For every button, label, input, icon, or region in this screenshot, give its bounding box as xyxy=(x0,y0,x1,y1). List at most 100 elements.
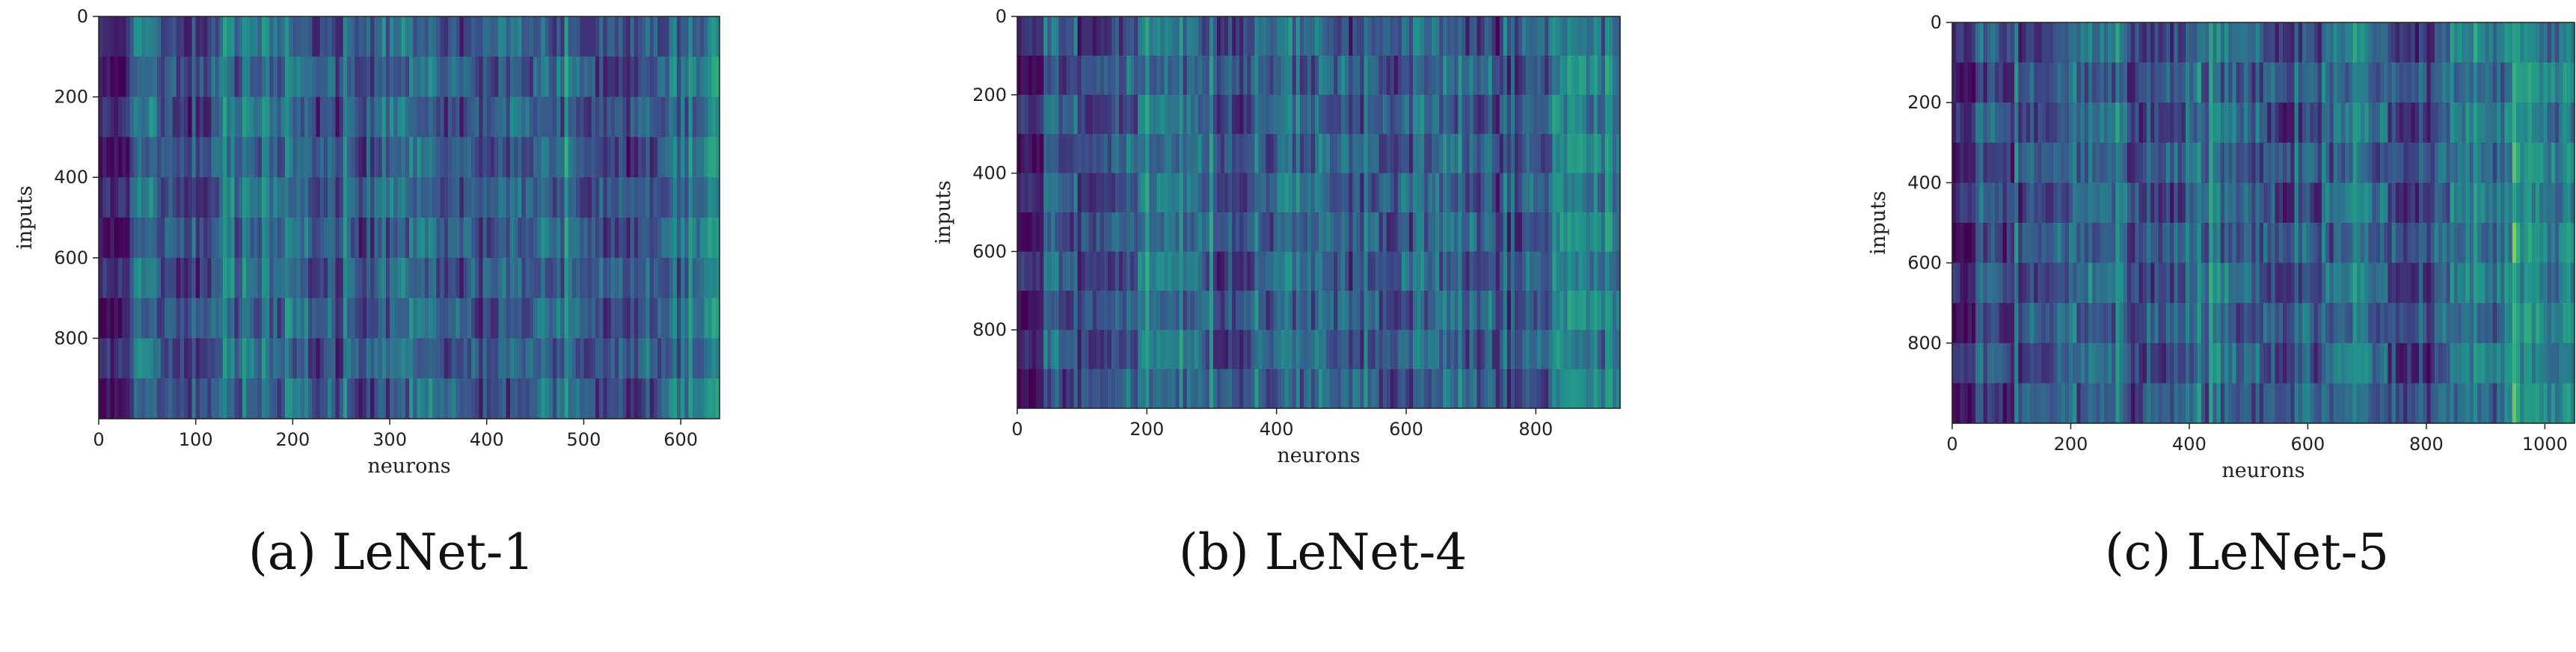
heatmap-cell xyxy=(2108,182,2112,224)
heatmap-cell xyxy=(2006,182,2011,224)
heatmap-cell xyxy=(2356,62,2361,103)
heatmap-cell xyxy=(1563,55,1568,96)
heatmap-cell xyxy=(1295,212,1301,252)
heatmap-cell xyxy=(207,338,212,379)
heatmap-cell xyxy=(250,257,255,299)
heatmap-cell xyxy=(603,16,608,58)
heatmap-cell xyxy=(2283,142,2287,183)
heatmap-cell xyxy=(2147,262,2151,304)
heatmap-cell xyxy=(261,298,266,339)
heatmap-cell xyxy=(257,378,263,419)
heatmap-cell xyxy=(122,338,126,379)
heatmap-cell xyxy=(498,96,503,138)
heatmap-cell xyxy=(2512,262,2517,304)
heatmap-cell xyxy=(2434,22,2439,64)
heatmap-cell xyxy=(2559,182,2563,224)
heatmap-cell xyxy=(1589,290,1595,330)
heatmap-cell xyxy=(1221,251,1225,292)
heatmap-cell xyxy=(2536,182,2540,224)
heatmap-cell xyxy=(1601,212,1606,252)
heatmap-cell xyxy=(1021,251,1025,292)
heatmap-cell xyxy=(257,218,263,259)
heatmap-cell xyxy=(1149,173,1153,213)
heatmap-cell xyxy=(1258,369,1263,409)
heatmap-cell xyxy=(1578,134,1583,174)
heatmap-cell xyxy=(2069,262,2073,304)
heatmap-cell xyxy=(1292,94,1297,135)
heatmap-cell xyxy=(1530,55,1534,96)
heatmap-cell xyxy=(2516,102,2521,144)
heatmap-cell xyxy=(1088,55,1094,96)
heatmap-cell xyxy=(1458,94,1463,135)
heatmap-cell xyxy=(285,96,289,138)
heatmap-cell xyxy=(2135,102,2140,144)
heatmap-cell xyxy=(168,16,174,58)
heatmap-cell xyxy=(1593,369,1598,409)
heatmap-cell xyxy=(521,16,527,58)
heatmap-cell xyxy=(2186,102,2190,144)
heatmap-cell xyxy=(374,298,379,339)
heatmap-cell xyxy=(1393,369,1399,409)
heatmap-cell xyxy=(199,96,204,138)
heatmap-cell xyxy=(576,96,580,138)
heatmap-cell xyxy=(2423,102,2427,144)
heatmap-cell xyxy=(227,96,231,138)
heatmap-cell xyxy=(312,137,317,178)
heatmap-cell xyxy=(1484,173,1489,213)
heatmap-cell xyxy=(607,378,612,419)
heatmap-cell xyxy=(2551,142,2556,183)
heatmap-cell xyxy=(1552,212,1557,252)
heatmap-cell xyxy=(2158,262,2163,304)
plot-frame xyxy=(1951,22,2575,424)
heatmap-cell xyxy=(2414,22,2420,64)
heatmap-cell xyxy=(1541,55,1545,96)
heatmap-cell xyxy=(1134,251,1138,292)
heatmap-cell xyxy=(1337,369,1342,409)
heatmap-cell xyxy=(440,298,445,339)
heatmap-cell xyxy=(335,218,340,259)
heatmap-cell xyxy=(285,338,289,379)
heatmap-cell xyxy=(456,218,461,259)
heatmap-cell xyxy=(1058,16,1064,56)
heatmap-cell xyxy=(1224,173,1229,213)
heatmap-cell xyxy=(2119,383,2124,424)
heatmap-cell xyxy=(238,257,243,299)
heatmap-cell xyxy=(518,298,523,339)
heatmap-cell xyxy=(1096,16,1101,56)
heatmap-cell xyxy=(2465,223,2471,264)
heatmap-cell xyxy=(2500,342,2505,384)
heatmap-cell xyxy=(2434,303,2439,344)
heatmap-cell xyxy=(2251,22,2257,64)
heatmap-cell xyxy=(704,96,709,138)
heatmap-cell xyxy=(475,16,479,58)
heatmap-cell xyxy=(2520,102,2524,144)
heatmap-cell xyxy=(475,298,479,339)
heatmap-cell xyxy=(2446,223,2451,264)
heatmap-cell xyxy=(1254,94,1259,135)
heatmap-cell xyxy=(2278,142,2284,183)
heatmap-cell xyxy=(622,177,628,218)
heatmap-cell xyxy=(576,298,580,339)
heatmap-cell xyxy=(2224,102,2229,144)
heatmap-cell xyxy=(1322,134,1327,174)
heatmap-cell xyxy=(1047,290,1052,330)
heatmap-cell xyxy=(1393,94,1399,135)
heatmap-cell xyxy=(184,96,188,138)
heatmap-cell xyxy=(2450,62,2455,103)
heatmap-cell xyxy=(1530,212,1534,252)
heatmap-cell xyxy=(250,177,255,218)
heatmap-cell xyxy=(153,177,158,218)
heatmap-cell xyxy=(381,298,387,339)
heatmap-cell xyxy=(1458,251,1463,292)
heatmap-cell xyxy=(502,16,507,58)
heatmap-cell xyxy=(2384,102,2388,144)
heatmap-cell xyxy=(1462,212,1467,252)
heatmap-cell xyxy=(257,16,263,58)
heatmap-cell xyxy=(215,338,220,379)
heatmap-cell xyxy=(2287,102,2291,144)
heatmap-cell xyxy=(1168,55,1173,96)
heatmap-cell xyxy=(2551,383,2556,424)
heatmap-cell xyxy=(2006,142,2011,183)
heatmap-cell xyxy=(277,137,282,178)
heatmap-cell xyxy=(1548,251,1553,292)
